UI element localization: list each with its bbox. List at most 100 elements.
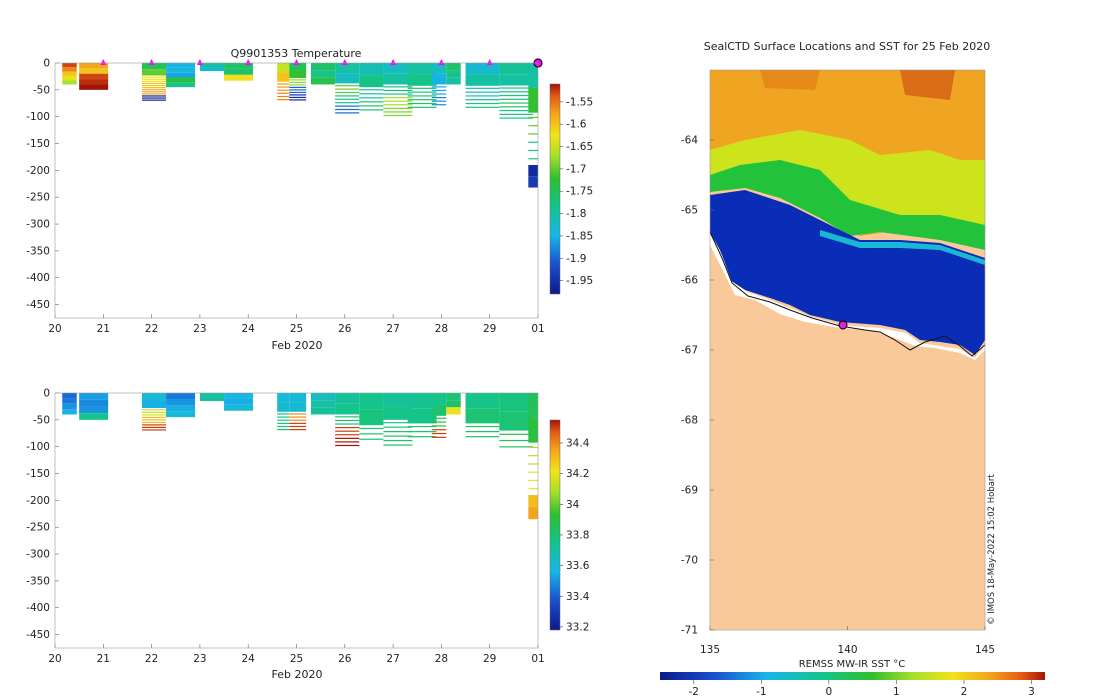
sst-colorbar-ticks: -2 -1 0 1 2 3 xyxy=(689,680,1035,698)
temperature-colorbar xyxy=(549,83,561,295)
y-tick-label: -450 xyxy=(26,299,50,311)
profile-line xyxy=(335,112,360,114)
profile-cell xyxy=(465,393,500,409)
profile-line xyxy=(499,433,534,435)
sst-colorbar xyxy=(660,672,1045,680)
profile-line xyxy=(359,101,384,103)
profile-line xyxy=(528,463,538,465)
profile-cell xyxy=(79,73,109,80)
profile-17 xyxy=(528,63,538,160)
x-tick-label: 25 xyxy=(290,323,303,335)
profile-5 xyxy=(224,63,254,81)
profile-line xyxy=(407,425,437,428)
profile-cell xyxy=(224,74,254,81)
profile-cell xyxy=(310,63,336,71)
profile-line xyxy=(383,93,413,95)
profile-line xyxy=(335,437,360,439)
y-tick-label: -250 xyxy=(26,522,50,534)
profile-line xyxy=(431,436,447,438)
profile-line xyxy=(407,91,437,93)
profile-line xyxy=(141,416,167,418)
sst-colorbar-tick-label: 0 xyxy=(826,686,833,698)
profile-line xyxy=(465,106,500,108)
profile-8 xyxy=(310,393,336,415)
lon-tick-label: 135 xyxy=(700,644,720,656)
profile-7 xyxy=(289,63,307,101)
profile-cell xyxy=(62,403,77,410)
x-tick-label: 26 xyxy=(338,653,352,665)
profile-line xyxy=(335,444,360,447)
lat-tick-label: -70 xyxy=(681,555,698,567)
profile-line xyxy=(499,109,534,112)
profile-line xyxy=(277,99,290,101)
profile-line xyxy=(289,79,307,81)
lat-tick-label: -65 xyxy=(681,205,698,217)
profile-cell xyxy=(528,417,538,443)
profile-line xyxy=(359,93,384,95)
profile-line xyxy=(383,431,413,433)
profile-9 xyxy=(335,393,360,447)
profile-cell xyxy=(166,67,196,73)
y-tick-label: -200 xyxy=(26,165,50,177)
salinity-colorbar-ticks: 34.4 34.2 34 33.8 33.6 33.4 33.2 xyxy=(560,437,590,633)
profile-line xyxy=(383,97,413,99)
profile-cell xyxy=(277,63,290,73)
sst-colorbar-tick-label: 3 xyxy=(1028,686,1035,698)
sst-colorbar-tick-label: -2 xyxy=(689,686,699,698)
profile-line xyxy=(383,435,413,437)
profile-18 xyxy=(528,495,538,520)
green-front xyxy=(710,160,985,250)
lat-tick-label: -64 xyxy=(681,135,698,147)
profile-cell xyxy=(446,63,461,71)
profile-line xyxy=(141,84,167,87)
profile-cell xyxy=(62,393,77,399)
profile-cell xyxy=(310,393,336,401)
profile-10 xyxy=(359,63,384,111)
lat-tick-label: -69 xyxy=(681,485,698,497)
profile-3 xyxy=(166,393,196,418)
profile-cell xyxy=(431,63,447,74)
colorbar-tick-label: -1.7 xyxy=(566,163,587,175)
profile-cell xyxy=(166,411,196,418)
profile-cell xyxy=(446,77,461,85)
profile-line xyxy=(335,85,360,87)
profile-cell xyxy=(62,63,77,68)
profile-line xyxy=(289,86,307,88)
profile-line xyxy=(359,97,384,99)
profile-line xyxy=(335,434,360,436)
colorbar-tick-label: -1.6 xyxy=(566,119,587,131)
x-tick-label: 23 xyxy=(193,653,206,665)
profile-cell xyxy=(62,409,77,415)
profile-10 xyxy=(359,393,384,440)
profile-cell xyxy=(289,402,307,412)
profile-line xyxy=(141,419,167,421)
profile-12 xyxy=(407,393,437,438)
profile-line xyxy=(528,479,538,482)
profile-line xyxy=(499,98,534,100)
sst-colorbar-tick-label: -1 xyxy=(756,686,766,698)
profile-cell xyxy=(528,63,538,88)
profile-line xyxy=(431,104,447,106)
profile-line xyxy=(335,88,360,90)
profile-cell xyxy=(199,63,225,68)
profile-line xyxy=(465,87,500,89)
profile-line xyxy=(528,133,538,135)
profile-0 xyxy=(62,63,77,85)
coastline xyxy=(710,231,985,357)
colorbar-tick-label: 33.4 xyxy=(566,591,590,603)
warm-patch-1 xyxy=(900,70,955,100)
profile-cell xyxy=(224,63,254,69)
colorbar-tick-label: -1.95 xyxy=(566,275,593,287)
profile-cell xyxy=(499,63,534,75)
profile-line xyxy=(335,423,360,425)
lat-tick-label: -71 xyxy=(681,625,698,637)
colorbar-tick-label: 34 xyxy=(566,499,580,511)
x-tick-label: 22 xyxy=(145,653,158,665)
profile-cell xyxy=(79,413,109,420)
lat-tick-label: -67 xyxy=(681,345,698,357)
profile-line xyxy=(289,413,307,415)
x-tick-label: 21 xyxy=(97,323,110,335)
profile-cell xyxy=(528,393,538,418)
profile-line xyxy=(431,86,447,88)
profile-cell xyxy=(199,67,225,72)
